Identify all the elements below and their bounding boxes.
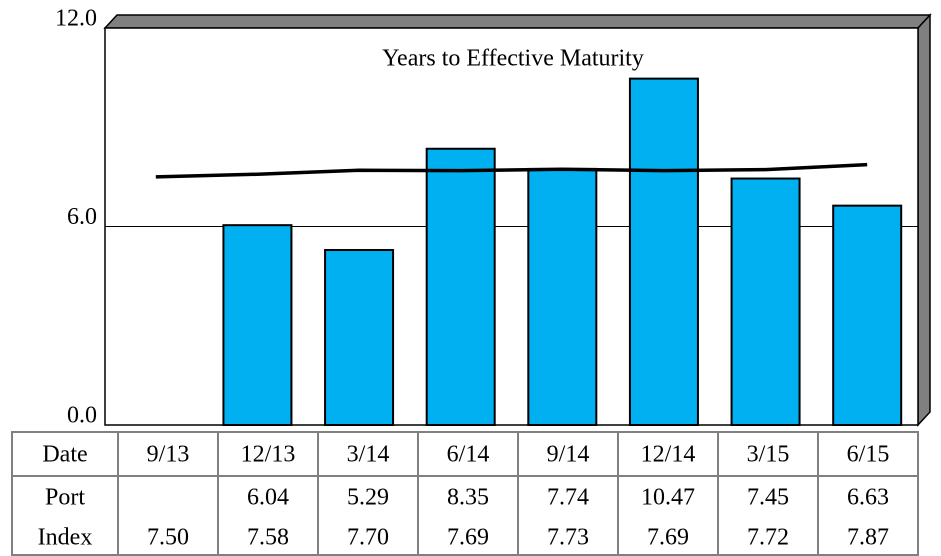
value-cell: 8.35: [447, 485, 489, 511]
bar: [628, 77, 699, 427]
value-cell: 7.69: [647, 525, 689, 551]
value-cell: 6.04: [247, 485, 289, 511]
bar: [425, 147, 496, 426]
value-cell: 7.70: [347, 525, 389, 551]
line: [155, 162, 868, 179]
value-cell: 7.69: [447, 525, 489, 551]
date-cell: 9/14: [547, 442, 590, 468]
bar: [832, 204, 903, 426]
bar: [730, 177, 801, 426]
bar: [324, 248, 395, 426]
value-cell: 7.58: [247, 525, 289, 551]
date-cell: 12/13: [241, 442, 296, 468]
date-cell: 6/15: [847, 442, 890, 468]
chart-title: Years to Effective Maturity: [382, 46, 644, 72]
row-label: Index: [38, 525, 93, 551]
frame-top: [103, 14, 932, 29]
value-cell: 7.73: [547, 525, 589, 551]
date-cell: 12/14: [641, 442, 696, 468]
row-label: Date: [42, 442, 87, 468]
date-cell: 3/14: [347, 442, 390, 468]
value-cell: 5.29: [347, 485, 389, 511]
date-cell: 3/15: [747, 442, 790, 468]
value-cell: 7.87: [847, 525, 889, 551]
value-cell: 7.50: [147, 525, 189, 551]
value-cell: 7.74: [547, 485, 589, 511]
y-tick-label: 0.0: [67, 403, 97, 429]
value-cell: 10.47: [641, 485, 695, 511]
value-cell: 7.72: [747, 525, 789, 551]
table-border: [11, 431, 919, 556]
date-cell: 6/14: [447, 442, 490, 468]
bar: [222, 224, 293, 426]
date-cell: 9/13: [147, 442, 190, 468]
row-label: Port: [45, 485, 85, 511]
frame-side: [917, 13, 931, 427]
bar: [527, 167, 598, 426]
value-cell: 6.63: [847, 485, 889, 511]
value-cell: 7.45: [747, 485, 789, 511]
y-tick-label: 12.0: [55, 6, 97, 32]
y-tick-label: 6.0: [67, 204, 97, 230]
